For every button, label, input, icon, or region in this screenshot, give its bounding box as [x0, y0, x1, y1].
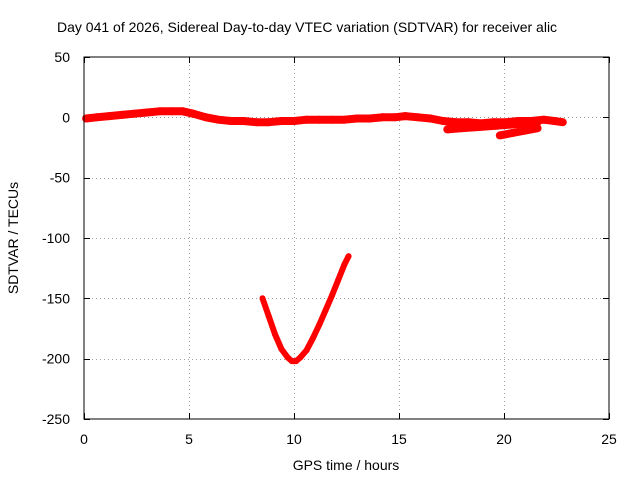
data-point: [277, 117, 286, 125]
data-point: [316, 321, 323, 328]
data-point: [189, 109, 198, 118]
data-point: [288, 358, 295, 365]
data-point: [105, 112, 114, 121]
data-point: [143, 108, 151, 117]
data-point: [506, 120, 515, 129]
data-point: [378, 113, 387, 122]
data-point: [82, 114, 91, 123]
data-point: [401, 112, 410, 121]
x-tick-label: 15: [391, 431, 407, 447]
data-point: [264, 118, 273, 127]
data-point: [259, 295, 266, 302]
data-point: [550, 117, 559, 125]
data-point: [290, 117, 298, 125]
data-point: [214, 115, 223, 124]
data-point: [533, 124, 542, 133]
data-point: [558, 118, 567, 127]
data-point: [474, 123, 483, 131]
data-point: [443, 125, 452, 134]
x-axis-label: GPS time / hours: [293, 457, 400, 473]
data-point: [297, 354, 304, 361]
data-point: [491, 121, 500, 130]
x-tick-label: 10: [286, 431, 302, 447]
data-point: [353, 114, 361, 123]
x-tick-label: 20: [496, 431, 512, 447]
chart-title: Day 041 of 2026, Sidereal Day-to-day VTE…: [57, 19, 557, 35]
data-point: [539, 115, 548, 124]
data-point: [495, 131, 504, 140]
data-point: [92, 113, 101, 122]
x-tick-label: 0: [80, 431, 88, 447]
y-axis-label: SDTVAR / TECUs: [5, 182, 21, 294]
data-point: [252, 118, 261, 127]
y-tick-label: -150: [42, 290, 70, 306]
data-point: [168, 107, 177, 116]
data-point: [451, 118, 460, 127]
y-tick-label: -50: [50, 170, 70, 186]
data-point: [340, 115, 349, 124]
series-line: [259, 254, 352, 365]
data-point: [272, 331, 279, 338]
data-point: [365, 114, 374, 123]
series-line: [499, 124, 539, 140]
data-point: [521, 119, 529, 128]
data-point: [533, 118, 542, 127]
data-point: [201, 113, 210, 122]
data-point: [265, 313, 272, 320]
data-point: [178, 107, 187, 116]
data-point: [155, 107, 164, 116]
data-series: [82, 107, 567, 365]
data-point: [239, 117, 248, 125]
data-point: [413, 113, 422, 122]
data-point: [345, 253, 352, 260]
data-point: [315, 115, 324, 124]
x-tick-label: 5: [185, 431, 193, 447]
y-tick-label: -250: [42, 411, 70, 427]
y-tick-label: 0: [62, 109, 70, 125]
data-point: [130, 109, 139, 118]
data-point: [302, 115, 311, 124]
data-point: [426, 114, 435, 123]
data-point: [341, 261, 348, 268]
data-point: [390, 113, 399, 122]
tick-labels: 0 5 10 15 20 25 50 0 -50 -100 -150 -200 -250: [42, 49, 617, 447]
data-point: [439, 117, 448, 125]
y-tick-label: -200: [42, 351, 70, 367]
data-point: [227, 117, 235, 125]
data-point: [508, 129, 517, 137]
data-point: [284, 354, 291, 361]
data-point: [322, 307, 329, 314]
data-point: [293, 358, 300, 365]
x-tick-label: 25: [601, 431, 617, 447]
y-tick-label: -100: [42, 230, 70, 246]
data-point: [327, 115, 336, 124]
plot-frame: [83, 56, 610, 420]
data-point: [278, 346, 285, 352]
y-tick-label: 50: [54, 49, 70, 65]
data-point: [328, 292, 335, 299]
data-point: [458, 124, 466, 133]
data-point: [335, 277, 342, 284]
data-point: [303, 347, 310, 354]
data-point: [309, 335, 316, 342]
data-point: [521, 126, 529, 135]
data-point: [117, 110, 126, 119]
